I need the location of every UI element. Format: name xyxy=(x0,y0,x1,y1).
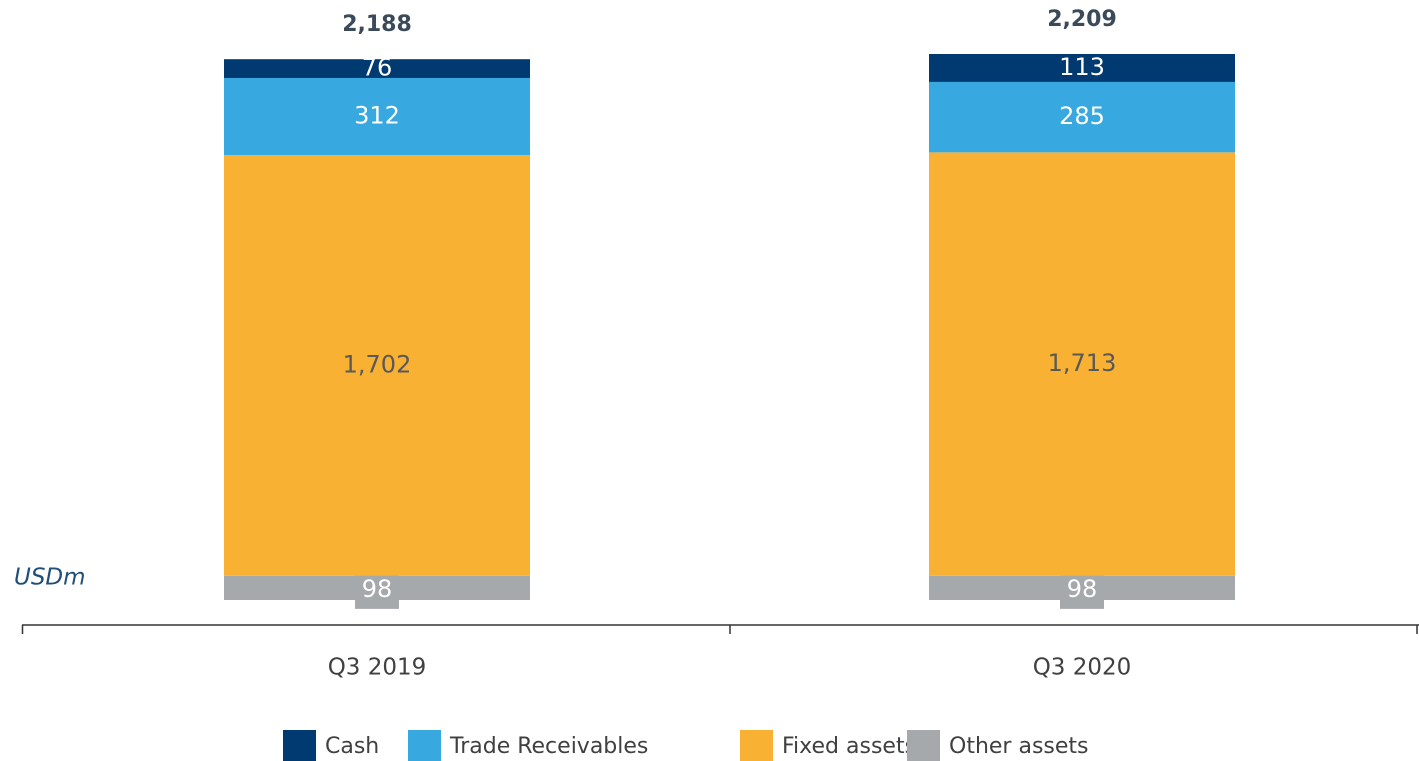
unit-label: USDm xyxy=(14,565,86,591)
legend-swatch xyxy=(408,730,441,761)
legend-swatch xyxy=(283,730,316,761)
value-label: 98 xyxy=(362,575,393,603)
bar-segment xyxy=(224,77,530,156)
value-label: 312 xyxy=(354,102,400,130)
bar-segment xyxy=(929,81,1235,153)
label-box xyxy=(1060,570,1104,609)
x-tick-label: Q3 2020 xyxy=(1033,655,1132,681)
value-label: 76 xyxy=(362,54,393,82)
value-label: 285 xyxy=(1059,102,1105,130)
value-label: 1,702 xyxy=(343,350,412,378)
bar-segment xyxy=(224,59,530,78)
total-label: 2,188 xyxy=(342,12,412,37)
legend-label: Cash xyxy=(325,734,379,759)
legend-label: Fixed assets xyxy=(782,734,916,759)
value-label: 113 xyxy=(1059,53,1105,81)
legend-label: Other assets xyxy=(949,734,1089,759)
legend-swatch xyxy=(740,730,773,761)
bar-segment xyxy=(929,152,1235,576)
legend-swatch xyxy=(907,730,940,761)
bar-segment xyxy=(224,155,530,576)
x-tick-label: Q3 2019 xyxy=(328,655,427,681)
total-label: 2,209 xyxy=(1047,7,1117,32)
value-label: 98 xyxy=(1067,575,1098,603)
value-label: 1,713 xyxy=(1048,349,1117,377)
legend-label: Trade Receivables xyxy=(449,734,648,759)
label-box xyxy=(355,570,399,609)
bar-segment xyxy=(929,54,1235,82)
